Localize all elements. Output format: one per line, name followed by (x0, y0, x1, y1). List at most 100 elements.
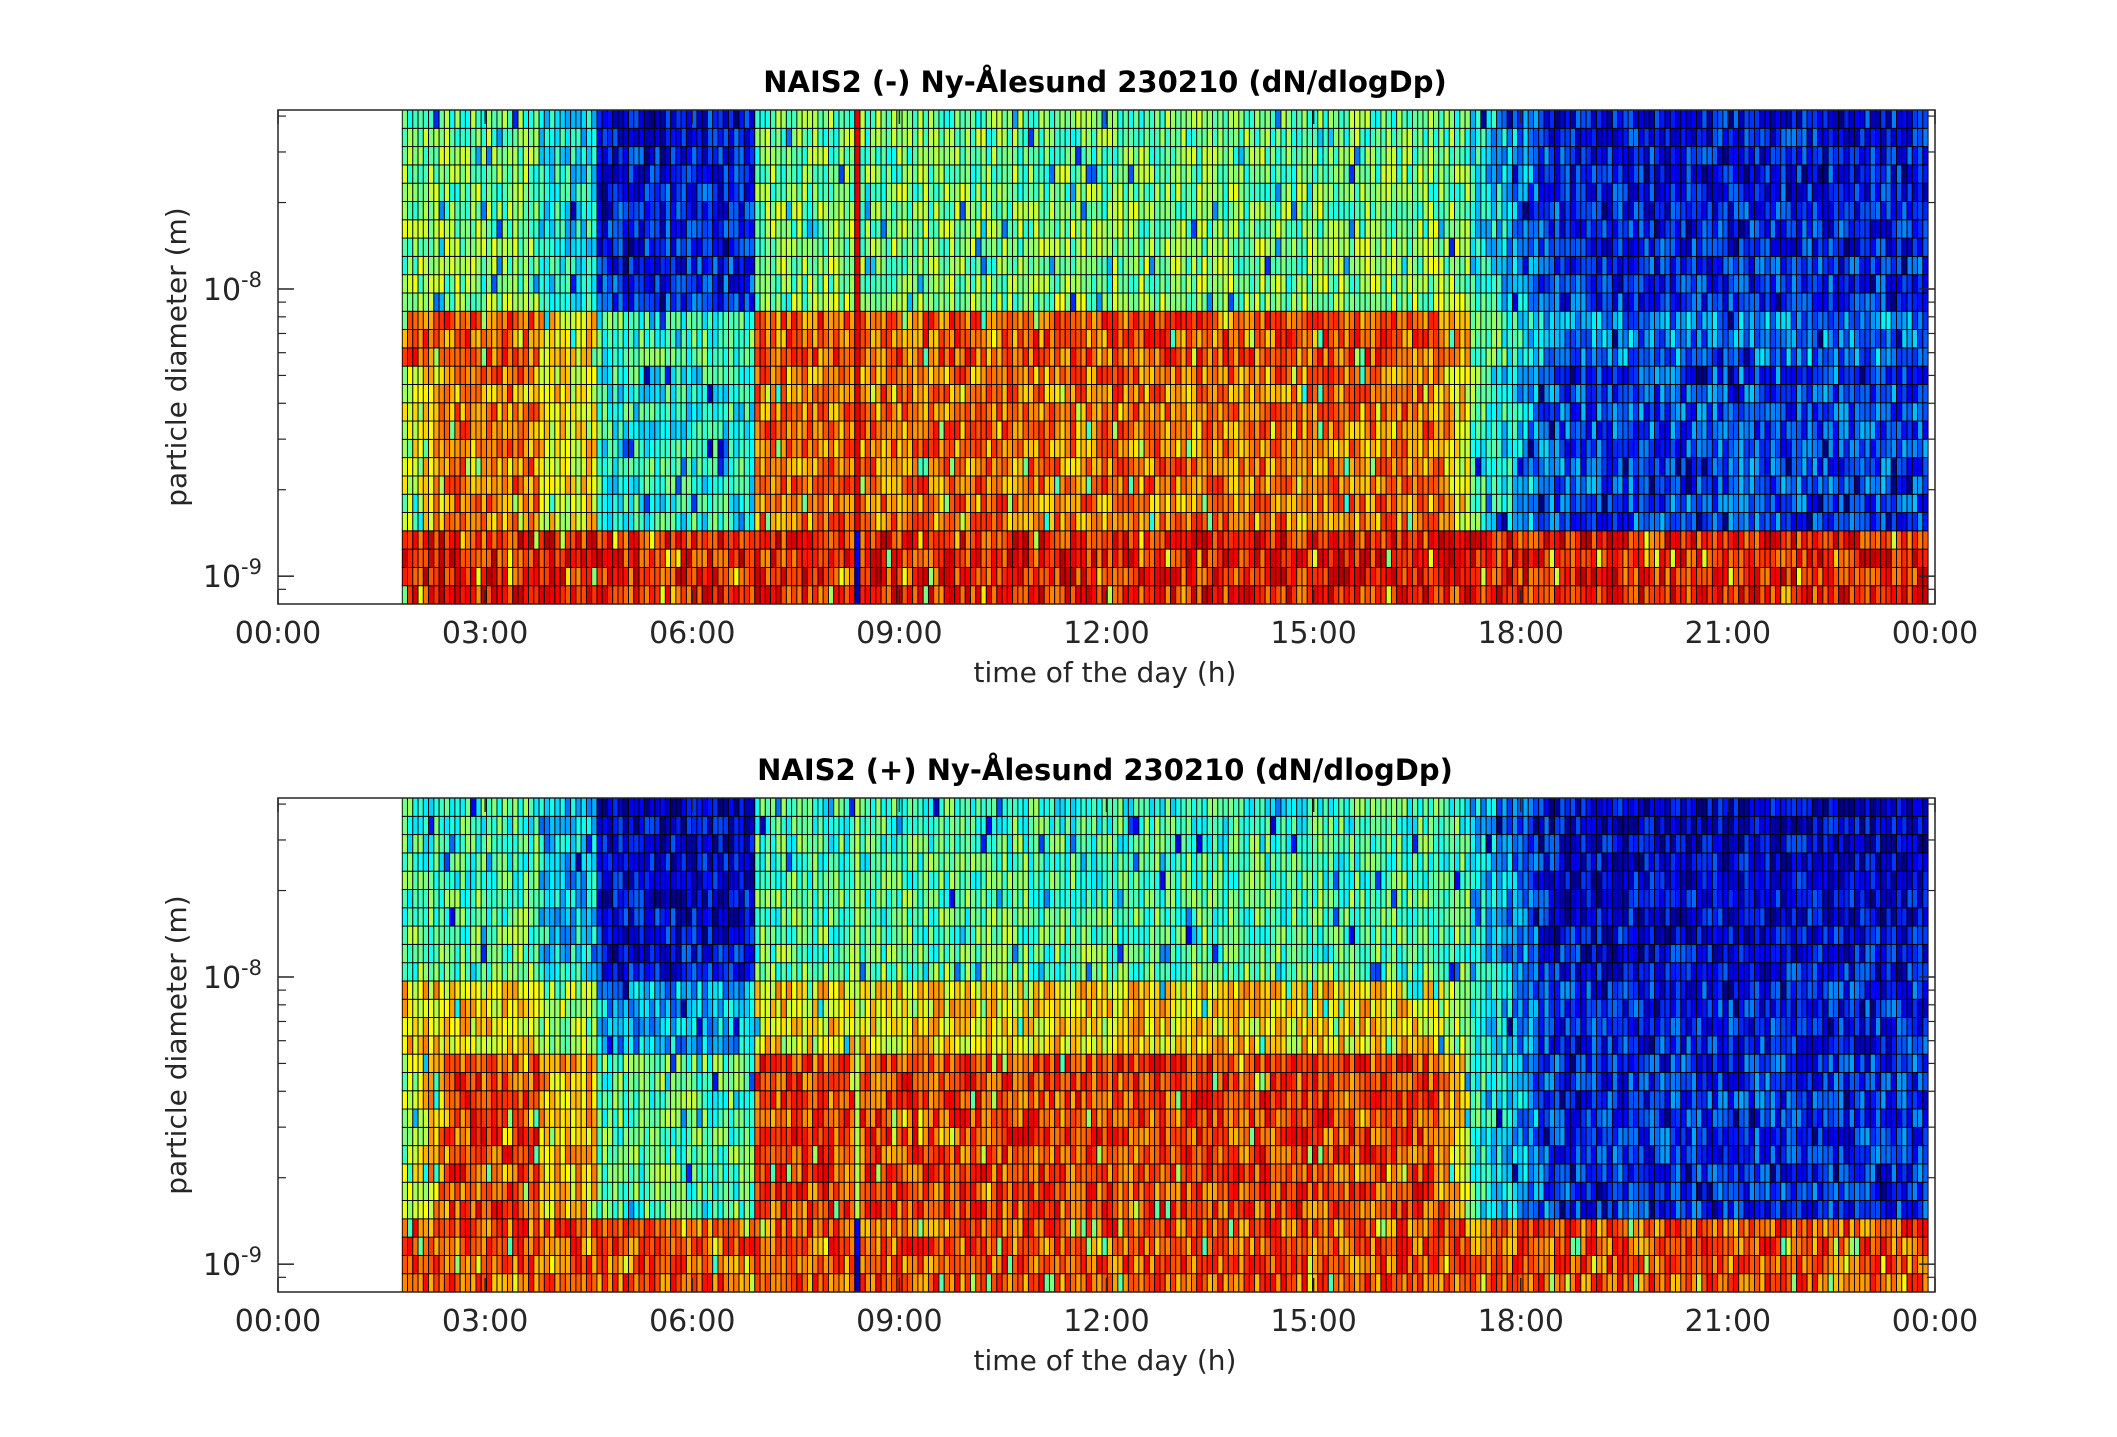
heatmap-cell (1359, 383, 1366, 404)
heatmap-cell (1254, 383, 1261, 404)
heatmap-cell (607, 438, 614, 459)
heatmap-cell (1217, 383, 1224, 404)
heatmap-cell (859, 347, 866, 367)
heatmap-cell (1206, 274, 1213, 294)
heatmap-cell (1222, 146, 1229, 166)
heatmap-cell (1317, 164, 1324, 184)
heatmap-cell (1164, 457, 1171, 477)
heatmap-cell (722, 146, 729, 166)
heatmap-cell (459, 566, 466, 587)
heatmap-cell (1159, 402, 1166, 422)
heatmap-cell (1354, 127, 1361, 148)
heatmap-cell (685, 512, 693, 532)
heatmap-cell (870, 164, 877, 184)
heatmap-cell (449, 365, 456, 385)
heatmap-cell (917, 146, 924, 166)
heatmap-cell (670, 255, 677, 276)
heatmap-cell (959, 420, 966, 440)
heatmap-cell (407, 182, 414, 202)
heatmap-cell (1306, 493, 1313, 513)
heatmap-cell (638, 402, 645, 422)
heatmap-cell (585, 512, 593, 532)
heatmap-cell (891, 310, 898, 331)
heatmap-cell (1175, 109, 1182, 129)
heatmap-cell (1191, 438, 1198, 459)
heatmap-cell (728, 457, 735, 477)
heatmap-cell (664, 329, 672, 349)
heatmap-cell (817, 438, 824, 459)
heatmap-cell (991, 512, 998, 532)
heatmap-cell (412, 347, 419, 367)
heatmap-cell (622, 402, 629, 422)
heatmap-cell (975, 585, 982, 605)
heatmap-cell (991, 182, 998, 202)
heatmap-cell (785, 383, 793, 404)
heatmap-cell (1096, 310, 1103, 331)
heatmap-cell (1169, 127, 1177, 148)
heatmap-cell (785, 219, 793, 239)
heatmap-cell (880, 274, 887, 294)
heatmap-cell (1143, 182, 1150, 202)
heatmap-cell (607, 329, 614, 349)
heatmap-cell (785, 438, 793, 459)
heatmap-cell (496, 201, 503, 221)
heatmap-cell (1285, 109, 1292, 129)
heatmap-cell (759, 566, 766, 587)
heatmap-cell (712, 182, 719, 202)
heatmap-cell (1106, 512, 1114, 532)
heatmap-cell (1012, 109, 1019, 129)
heatmap-cell (1333, 347, 1340, 367)
heatmap-cell (959, 585, 966, 605)
heatmap-cell (1059, 310, 1066, 331)
heatmap-cell (612, 329, 619, 349)
heatmap-cell (685, 438, 693, 459)
heatmap-cell (449, 164, 456, 184)
heatmap-cell (864, 585, 871, 605)
heatmap-cell (1048, 420, 1056, 440)
heatmap-cell (522, 475, 529, 495)
heatmap-cell (1138, 274, 1145, 294)
heatmap-cell (1306, 292, 1313, 312)
heatmap-cell (864, 512, 871, 532)
heatmap-cell (585, 127, 593, 148)
heatmap-cell (712, 347, 719, 367)
heatmap-cell (728, 201, 735, 221)
heatmap-cell (933, 420, 940, 440)
heatmap-cell (664, 530, 672, 550)
heatmap-cell (980, 164, 987, 184)
heatmap-cell (922, 548, 929, 568)
heatmap-cell (664, 109, 672, 129)
heatmap-cell (538, 219, 545, 239)
heatmap-cell (1059, 146, 1066, 166)
heatmap-cell (1291, 493, 1298, 513)
heatmap-cell (407, 164, 414, 184)
heatmap-cell (422, 219, 430, 239)
heatmap-cell (1022, 274, 1029, 294)
heatmap-cell (1043, 457, 1050, 477)
heatmap-cell (1059, 457, 1066, 477)
heatmap-cell (870, 347, 877, 367)
chart-title: NAIS2 (-) Ny-Ålesund 230210 (dN/dlogDp) (763, 65, 1446, 99)
heatmap-cell (670, 365, 677, 385)
heatmap-cell (528, 237, 535, 257)
heatmap-cell (480, 219, 487, 239)
heatmap-cell (501, 329, 508, 349)
heatmap-cell (912, 201, 919, 221)
heatmap-cell (570, 310, 577, 331)
heatmap-cell (528, 127, 535, 148)
heatmap-cell (1159, 530, 1166, 550)
heatmap-cell (1338, 457, 1345, 477)
heatmap-cell (959, 274, 966, 294)
heatmap-cell (575, 493, 582, 513)
heatmap-cell (628, 310, 635, 331)
heatmap-cell (433, 365, 440, 385)
heatmap-cell (722, 530, 729, 550)
heatmap-cell (812, 109, 819, 129)
heatmap-cell (433, 164, 440, 184)
heatmap-cell (1243, 164, 1250, 184)
heatmap-cell (1259, 219, 1266, 239)
heatmap-cell (1169, 365, 1177, 385)
heatmap-cell (1264, 237, 1271, 257)
heatmap-cell (1112, 164, 1119, 184)
heatmap-cell (1006, 310, 1014, 331)
